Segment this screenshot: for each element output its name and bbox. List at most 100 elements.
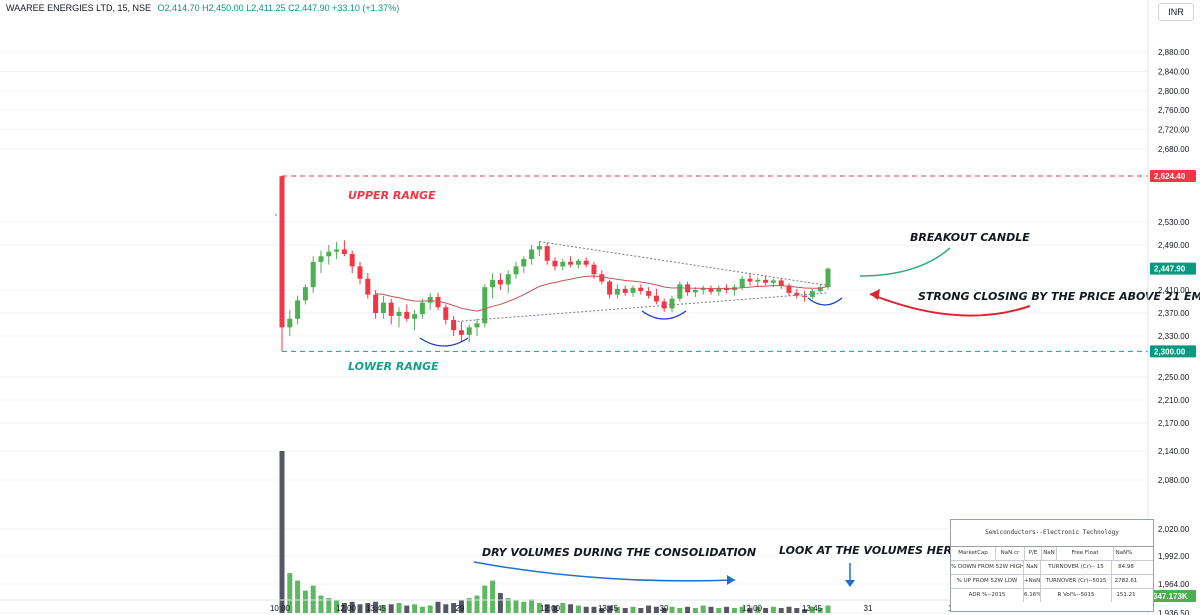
volume-bar — [490, 580, 496, 613]
dry-arrow — [473, 561, 736, 582]
upper-range-label: UPPER RANGE — [348, 189, 436, 202]
price-badge-label: 2,447.90 — [1154, 265, 1186, 274]
volume-bar — [817, 608, 823, 613]
price-tick-label: 1,992.00 — [1158, 552, 1190, 561]
candle-body — [622, 288, 628, 293]
candle-body — [490, 279, 496, 288]
close-value: C2,447.90 — [288, 3, 330, 13]
candle-body — [373, 294, 379, 313]
time-tick-label: 12:00 — [540, 604, 561, 613]
price-axis: 2,880.00 2,840.00 2,800.00 2,760.00 2,720.00… — [1147, 0, 1196, 615]
price-tick-label: 2,020.00 — [1158, 525, 1190, 534]
volume-bar — [443, 604, 449, 613]
volume-bar — [794, 608, 800, 613]
candle-body — [435, 296, 441, 308]
volume-bar — [763, 608, 769, 613]
candle-body — [794, 292, 800, 296]
price-badge — [1150, 262, 1196, 275]
candle-body — [638, 287, 644, 292]
table-row: ADR %--2015 6.16% R Vol%--5015 151.21 — [951, 589, 1153, 602]
volume-bar — [591, 606, 597, 613]
volume-bar — [388, 604, 394, 613]
support-arc — [419, 337, 469, 347]
time-tick-label: 29 — [456, 604, 465, 613]
volume-bar — [513, 600, 519, 613]
volume-bar — [419, 606, 425, 613]
volume-bar — [630, 606, 636, 613]
price-tick-label: 2,880.00 — [1158, 48, 1190, 57]
trendline-lower — [453, 292, 829, 323]
candle-body — [349, 254, 355, 267]
candle-body — [419, 302, 425, 315]
table-cell: NaN cr — [996, 547, 1025, 560]
price-tick-label: 2,410.00 — [1158, 286, 1190, 295]
high-value: H2,450.00 — [202, 3, 244, 13]
price-tick-label: 2,330.00 — [1158, 332, 1190, 341]
volume-bar — [373, 601, 379, 613]
candle-body — [529, 249, 535, 260]
volume-bar — [747, 608, 753, 613]
trendline-upper — [539, 241, 829, 286]
candle-body — [560, 261, 566, 267]
candle-body — [357, 266, 363, 279]
table-header: Semiconductors--Electronic Technology — [951, 520, 1153, 547]
table-row: MarketCap NaN cr P/E NaN Free Float NaN% — [951, 547, 1153, 561]
candle-body — [677, 284, 683, 299]
volume-bar — [357, 604, 363, 613]
candle-body — [396, 311, 402, 316]
volume-bar — [396, 603, 402, 613]
volume-bar — [404, 605, 410, 613]
volume-bar — [739, 606, 745, 613]
volume-bar — [622, 608, 628, 613]
candle-body — [326, 251, 332, 257]
time-tick-label: 10:00 — [270, 604, 291, 613]
price-badge — [1150, 170, 1196, 183]
volume-bar — [412, 604, 418, 613]
volume-bar — [607, 605, 613, 613]
volume-bar — [700, 605, 706, 613]
candle-body — [466, 327, 472, 335]
volume-bar — [497, 593, 503, 613]
price-tick-label: 2,250.00 — [1158, 373, 1190, 382]
candle-body — [716, 287, 722, 292]
candle-body — [669, 298, 675, 309]
volume-bar — [708, 606, 714, 613]
table-cell: NaN — [1042, 547, 1057, 560]
price-badge-label: 2,624.40 — [1154, 172, 1186, 181]
table-cell: NaN — [1024, 561, 1041, 574]
symbol-legend: WAAREE ENERGIES LTD, 15, NSE O2,414.70 H… — [6, 3, 399, 13]
candle-body — [412, 314, 418, 319]
candle-body — [505, 274, 511, 285]
candle-body — [295, 300, 301, 319]
volume-bar — [451, 603, 457, 613]
candle-body — [287, 318, 293, 328]
volume-bar — [427, 605, 433, 613]
table-cell: P/E — [1025, 547, 1042, 560]
price-tick-label: 2,370.00 — [1158, 309, 1190, 318]
candle-body — [747, 278, 753, 282]
support-arc — [641, 310, 687, 320]
volume-bar — [474, 595, 480, 613]
candle-body — [755, 279, 761, 282]
volume-bar — [521, 601, 527, 613]
volume-bar — [692, 608, 698, 613]
candle-body — [443, 307, 449, 320]
volume-bar — [341, 603, 347, 613]
candle-body — [591, 264, 597, 275]
candle-body — [474, 323, 480, 328]
time-tick-label: 13:45 — [802, 604, 823, 613]
table-row: % DOWN FROM 52W HIGH NaN TURNOVER (Cr)--… — [951, 561, 1153, 575]
candle-body — [544, 246, 550, 261]
volume-bar — [755, 606, 761, 613]
closing-label: STRONG CLOSING BY THE PRICE ABOVE 21 EMA — [918, 290, 1200, 303]
time-tick-label: 30 — [660, 604, 669, 613]
open-value: O2,414.70 — [157, 3, 200, 13]
candle-body — [825, 268, 831, 288]
price-tick-label: 2,530.00 — [1158, 218, 1190, 227]
candle-body — [708, 288, 714, 292]
candle-body — [583, 260, 589, 265]
currency-button[interactable]: INR — [1158, 3, 1194, 21]
candle-body — [458, 330, 464, 335]
candle-body — [497, 279, 503, 285]
